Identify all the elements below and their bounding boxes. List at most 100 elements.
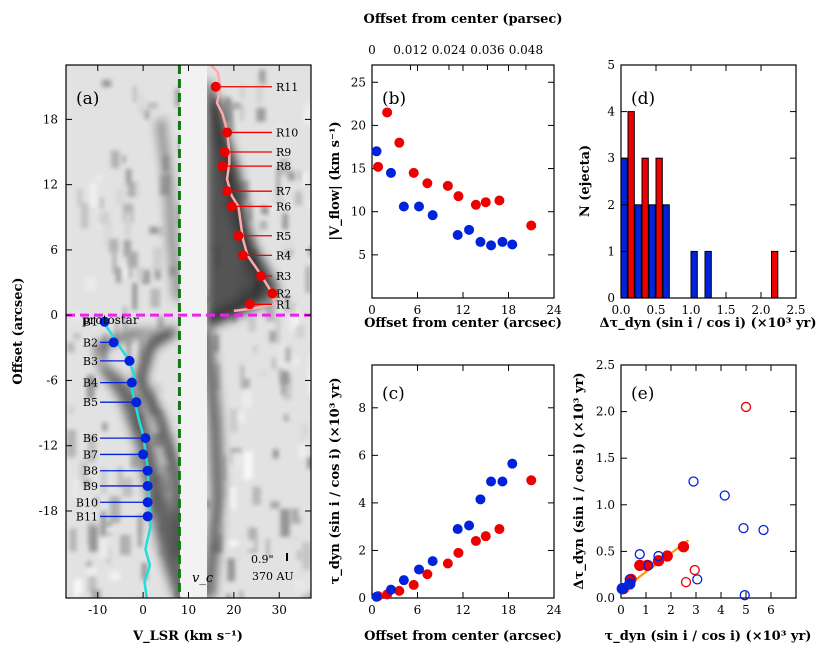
blue-knot-marker (138, 449, 149, 460)
image-noise-blob (244, 540, 255, 550)
blue-knot-label: B5 (83, 396, 98, 409)
image-noise-blob (227, 558, 236, 582)
blue-point (398, 201, 409, 212)
red-knot-label: R11 (276, 81, 298, 94)
blue-point (497, 476, 508, 487)
image-noise-blob (154, 270, 161, 280)
red-point (422, 178, 433, 189)
image-noise-blob (297, 170, 302, 181)
blue-point (371, 591, 382, 602)
image-noise-blob (137, 91, 142, 105)
x-tick-label: 0 (139, 603, 147, 617)
red-knot-marker (244, 299, 255, 310)
image-noise-blob (105, 547, 112, 565)
panel-b: 0 6 12 18 24 5 10 15 20 25 0 0.012 0.024 0.036 0.048 (… (328, 12, 562, 331)
image-noise-blob (232, 452, 242, 471)
image-noise-blob (89, 526, 98, 552)
y-tick-label: 15 (351, 162, 366, 176)
blue-point (497, 236, 508, 247)
image-noise-blob (279, 371, 290, 385)
x-tick-label: 30 (272, 603, 287, 617)
image-noise-blob (152, 426, 163, 447)
y-tick-label: 6 (50, 243, 58, 257)
image-noise-blob (98, 212, 110, 225)
image-noise-blob (66, 342, 75, 353)
image-noise-blob (302, 593, 310, 598)
image-noise-blob (160, 115, 171, 131)
blue-point (427, 210, 438, 221)
image-noise-blob (275, 316, 281, 344)
red-bar (655, 157, 663, 299)
image-noise-blob (91, 589, 101, 598)
blue-point (475, 494, 486, 505)
red-open-point (680, 577, 692, 588)
blue-knot-label: B10 (76, 496, 98, 509)
blue-knot-marker (131, 397, 142, 408)
x-tick-label: 1 (642, 603, 650, 617)
top-x-tick-label: 0.048 (509, 43, 543, 57)
image-noise-blob (149, 542, 154, 550)
image-noise-blob (305, 595, 311, 598)
red-point (394, 137, 405, 148)
y-tick-label: -18 (39, 504, 58, 518)
image-noise-blob (73, 479, 77, 498)
image-noise-blob (115, 267, 122, 283)
panel-d: 0.0 0.5 1.0 1.5 2.0 2.5 0 1 2 3 4 5 (d) Δτ_dyn (sin… (578, 58, 817, 331)
image-noise-blob (96, 175, 102, 182)
image-noise-blob (279, 159, 290, 176)
red-knot-marker (256, 271, 267, 282)
blue-knot-label: B8 (83, 465, 98, 478)
blue-knot-label: B11 (76, 510, 98, 523)
image-noise-blob (240, 365, 244, 390)
y-tick-label: 4 (607, 105, 615, 119)
blue-bar (704, 250, 712, 299)
blue-open-point (739, 590, 750, 601)
image-noise-blob (91, 356, 95, 372)
image-noise-blob (135, 181, 140, 199)
red-point (442, 180, 453, 191)
image-noise-blob (286, 302, 296, 317)
image-noise-blob (126, 340, 131, 361)
image-noise-blob (273, 197, 285, 205)
image-noise-blob (294, 580, 306, 590)
blue-knot-label: B2 (83, 336, 98, 349)
blue-point (486, 476, 497, 487)
red-bar (771, 250, 779, 299)
blue-knot-label: B7 (83, 448, 98, 461)
image-noise-blob (253, 344, 257, 354)
image-noise-blob (122, 477, 133, 497)
blue-point (464, 224, 475, 235)
image-noise-blob (80, 202, 89, 229)
red-knot-label: R7 (276, 185, 291, 198)
image-noise-blob (230, 408, 238, 433)
panel-b-ylabel: |V_flow| (km s⁻¹) (328, 121, 343, 240)
image-noise-blob (252, 486, 261, 505)
blue-knot-marker (142, 480, 153, 491)
red-knot-marker (217, 161, 228, 172)
image-noise-blob (137, 267, 144, 280)
image-noise-blob (264, 203, 275, 212)
blue-knot-marker (140, 433, 151, 444)
panel-c-xlabel: Offset from center (arcsec) (364, 629, 562, 644)
image-noise-blob (270, 199, 279, 207)
blue-knot-marker (142, 465, 153, 476)
blue-bar (620, 157, 628, 299)
red-bar (627, 111, 635, 299)
image-noise-blob (278, 367, 282, 378)
image-noise-blob (127, 181, 136, 198)
image-noise-blob (290, 307, 299, 332)
blue-open-point (738, 522, 749, 534)
blue-point (398, 575, 409, 586)
y-tick-label: 4 (358, 496, 366, 510)
panel-b-top-xlabel: Offset from center (parsec) (364, 12, 563, 27)
x-tick-label: 2 (667, 603, 675, 617)
image-noise-blob (295, 325, 305, 338)
blue-knot-label: B4 (83, 377, 98, 390)
image-noise-blob (149, 226, 160, 234)
x-tick-label: 5 (742, 603, 750, 617)
blue-open-point (624, 574, 635, 585)
image-noise-blob (91, 382, 98, 389)
x-tick-label: 1.0 (681, 303, 700, 317)
